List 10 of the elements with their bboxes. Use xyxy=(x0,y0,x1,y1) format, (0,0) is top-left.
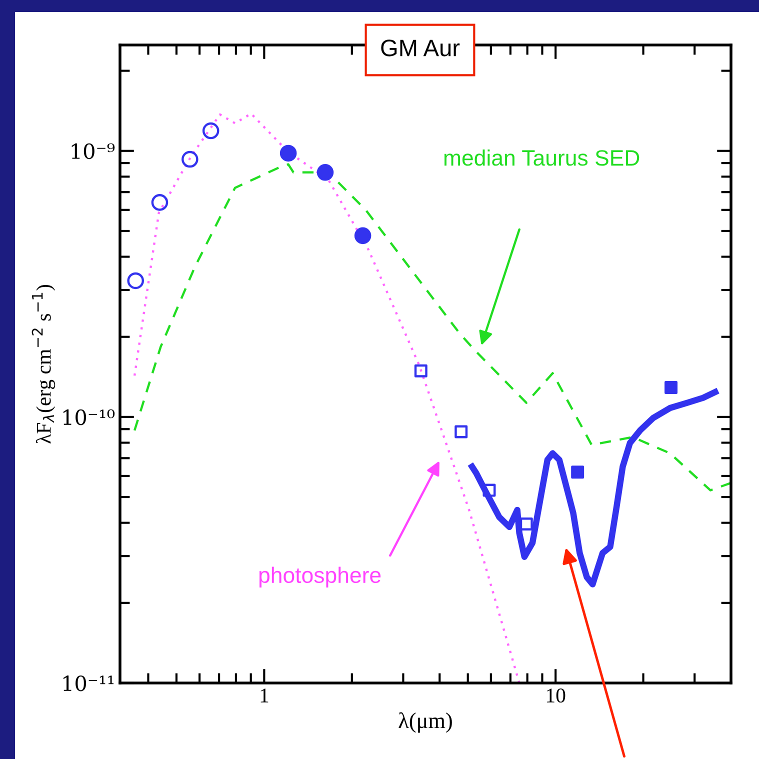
y-axis-title: λF$_{λ}$(erg cm$^{−2}$ s$^{−1}$) xyxy=(32,284,56,444)
y-tick-label: 10⁻¹⁰ xyxy=(63,409,115,426)
annotation: median Taurus SED xyxy=(444,149,640,166)
chart-title: GM Aur xyxy=(381,40,460,56)
annotation: photosphere xyxy=(259,566,381,588)
x-tick-label: 10 xyxy=(546,688,566,703)
y-tick-label: 10⁻¹¹ xyxy=(63,675,114,692)
x-tick-label: 1 xyxy=(260,688,268,702)
y-tick-label: 10⁻⁹ xyxy=(72,143,115,160)
x-axis-title: λ(μm) xyxy=(398,712,452,733)
